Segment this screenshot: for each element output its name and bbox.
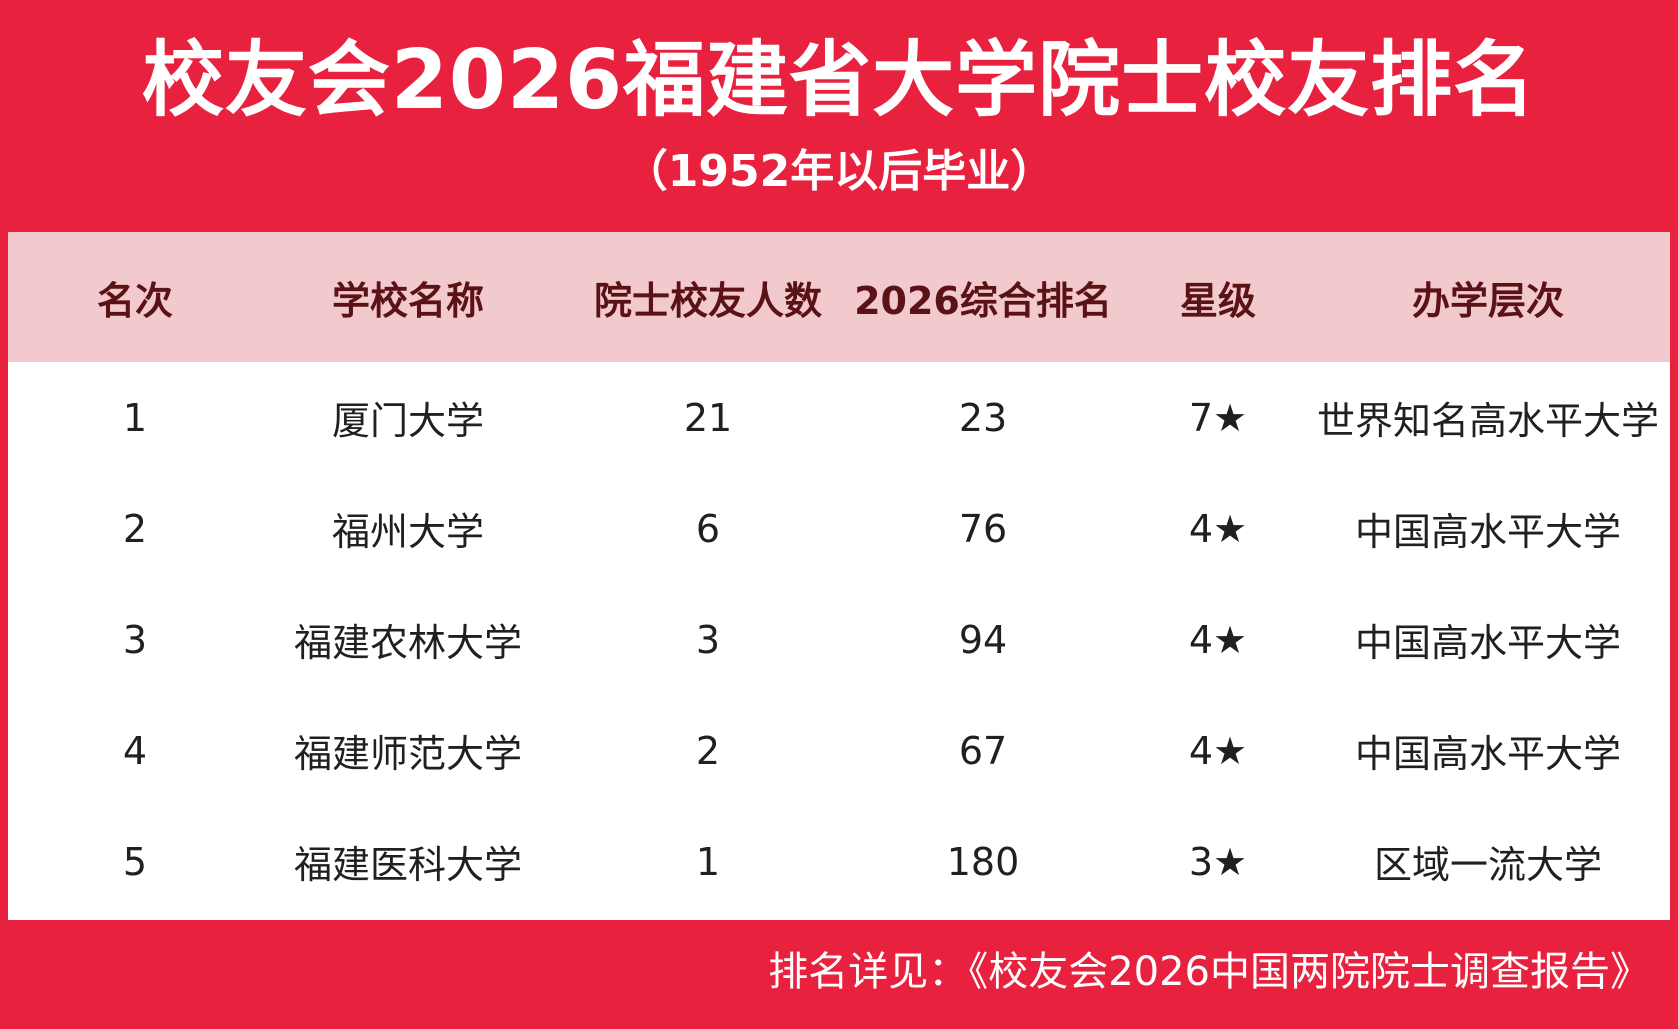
table-row: 3 福建农林大学 3 94 4★ 中国高水平大学 xyxy=(22,584,1670,696)
header-rank: 名次 xyxy=(96,278,173,323)
header-school-level: 办学层次 xyxy=(1411,278,1564,323)
row-school-name: 福建农林大学 xyxy=(293,621,522,665)
row-rank: 1 xyxy=(122,395,148,440)
row-school-name: 福建师范大学 xyxy=(293,732,522,776)
header-star-level: 星级 xyxy=(1179,278,1256,323)
header-academician-count: 院士校友人数 xyxy=(593,278,822,323)
row-school-level: 区域一流大学 xyxy=(1373,843,1602,887)
header-school-name: 学校名称 xyxy=(331,278,484,323)
row-academician-count: 3 xyxy=(695,617,721,662)
row-rank: 3 xyxy=(122,617,148,662)
row-school-level: 中国高水平大学 xyxy=(1354,621,1621,665)
row-academician-count: 2 xyxy=(695,728,721,773)
table-row: 5 福建医科大学 1 180 3★ 区域一流大学 xyxy=(22,806,1670,917)
page-subtitle: （1952年以后毕业） xyxy=(623,146,1055,197)
row-overall-rank: 23 xyxy=(958,395,1008,440)
row-star-level: 7★ xyxy=(1188,395,1248,440)
table-row: 4 福建师范大学 2 67 4★ 中国高水平大学 xyxy=(22,695,1670,807)
row-academician-count: 1 xyxy=(695,839,721,884)
header-overall-rank: 2026综合排名 xyxy=(854,278,1112,323)
row-school-name: 福州大学 xyxy=(331,510,484,554)
row-school-level: 中国高水平大学 xyxy=(1354,510,1621,554)
table-row: 1 厦门大学 21 23 7★ 世界知名高水平大学 xyxy=(22,362,1670,474)
page-title: 校友会2026福建省大学院士校友排名 xyxy=(141,33,1537,128)
ranking-table: 名次 学校名称 院士校友人数 2026综合排名 星级 办学层次 1 厦门大学 2… xyxy=(8,232,1670,920)
row-star-level: 4★ xyxy=(1188,617,1248,662)
row-star-level: 4★ xyxy=(1188,728,1248,773)
row-rank: 2 xyxy=(122,506,148,551)
row-school-level: 世界知名高水平大学 xyxy=(1316,399,1659,443)
row-rank: 4 xyxy=(122,728,148,773)
source-note: 排名详见：《校友会2026中国两院院士调查报告》 xyxy=(768,949,1650,995)
row-school-name: 厦门大学 xyxy=(331,399,484,443)
row-overall-rank: 94 xyxy=(958,617,1008,662)
table-row: 2 福州大学 6 76 4★ 中国高水平大学 xyxy=(22,473,1670,585)
row-academician-count: 21 xyxy=(683,395,733,440)
row-overall-rank: 180 xyxy=(946,839,1020,884)
row-academician-count: 6 xyxy=(695,506,721,551)
row-school-name: 福建医科大学 xyxy=(293,843,522,887)
table-header: 名次 学校名称 院士校友人数 2026综合排名 星级 办学层次 xyxy=(8,232,1670,362)
row-rank: 5 xyxy=(122,839,148,884)
row-star-level: 4★ xyxy=(1188,506,1248,551)
row-overall-rank: 76 xyxy=(958,506,1008,551)
row-school-level: 中国高水平大学 xyxy=(1354,732,1621,776)
row-overall-rank: 67 xyxy=(958,728,1008,773)
row-star-level: 3★ xyxy=(1188,839,1248,884)
